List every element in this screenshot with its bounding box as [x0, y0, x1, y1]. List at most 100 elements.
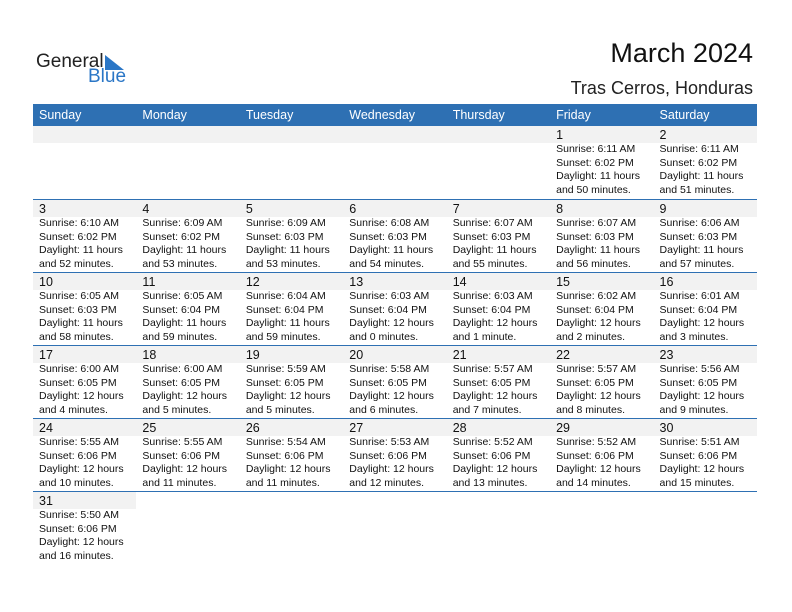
day-info: Sunrise: 6:00 AM Sunset: 6:05 PM Daylight:…	[136, 363, 239, 417]
day-cell: 19 Sunrise: 5:59 AM Sunset: 6:05 PM Dayligh…	[239, 346, 344, 418]
day-cell: 5 Sunrise: 6:09 AM Sunset: 6:03 PM Daylight…	[239, 200, 344, 272]
day-info: Sunrise: 5:54 AM Sunset: 6:06 PM Daylight:…	[240, 436, 343, 490]
sunset-text: Sunset: 6:02 PM	[39, 230, 117, 243]
empty-band	[136, 126, 240, 143]
logo: General Blue	[36, 51, 131, 91]
daylight2-text: and 50 minutes.	[556, 183, 631, 196]
daylight2-text: and 7 minutes.	[452, 403, 522, 416]
weekday-wednesday: Wednesday	[349, 108, 416, 122]
sunrise-text: Sunrise: 6:05 AM	[39, 290, 119, 302]
day-cell: 7 Sunrise: 6:07 AM Sunset: 6:03 PM Daylight…	[446, 200, 551, 272]
daylight2-text: and 12 minutes.	[349, 476, 424, 489]
sunrise-text: Sunrise: 6:08 AM	[349, 217, 430, 229]
day-number: 22	[550, 346, 654, 363]
weekday-header: Sunday Monday Tuesday Wednesday Thursday Frid…	[33, 104, 757, 126]
daylight1-text: Daylight: 12 hours	[142, 390, 228, 402]
weekday-friday: Friday	[556, 108, 591, 122]
day-number: 9	[653, 200, 757, 217]
location-subtitle: Tras Cerros, Honduras	[570, 78, 753, 98]
sunrise-text: Sunrise: 6:04 AM	[245, 290, 326, 302]
day-info: Sunrise: 6:08 AM Sunset: 6:03 PM Daylight:…	[343, 217, 446, 271]
weekday-tuesday: Tuesday	[245, 108, 294, 122]
day-info: Sunrise: 5:53 AM Sunset: 6:06 PM Daylight:…	[343, 436, 446, 490]
empty-cell	[343, 126, 447, 199]
day-number: 24	[33, 419, 137, 436]
day-number: 23	[653, 346, 757, 363]
empty-band	[239, 126, 344, 143]
day-info: Sunrise: 6:05 AM Sunset: 6:04 PM Daylight:…	[136, 290, 239, 344]
daylight1-text: Daylight: 11 hours	[245, 317, 330, 329]
daylight1-text: Daylight: 11 hours	[556, 170, 640, 182]
daylight1-text: Daylight: 12 hours	[556, 463, 641, 475]
day-cell: 24 Sunrise: 5:55 AM Sunset: 6:06 PM Dayligh…	[33, 419, 137, 491]
sunrise-text: Sunrise: 5:52 AM	[452, 436, 533, 448]
daylight2-text: and 14 minutes.	[556, 476, 631, 489]
day-number: 8	[550, 200, 654, 217]
day-number: 15	[550, 273, 654, 290]
sunrise-text: Sunrise: 6:09 AM	[142, 217, 223, 229]
daylight2-text: and 5 minutes.	[245, 403, 315, 416]
day-cell: 20 Sunrise: 5:58 AM Sunset: 6:05 PM Dayligh…	[343, 346, 447, 418]
day-cell: 1 Sunrise: 6:11 AM Sunset: 6:02 PM Daylight…	[550, 126, 654, 199]
day-info: Sunrise: 6:03 AM Sunset: 6:04 PM Daylight:…	[343, 290, 446, 344]
day-info: Sunrise: 5:58 AM Sunset: 6:05 PM Daylight:…	[343, 363, 446, 417]
day-cell: 18 Sunrise: 6:00 AM Sunset: 6:05 PM Dayligh…	[136, 346, 240, 418]
sunset-text: Sunset: 6:03 PM	[245, 230, 324, 243]
day-info: Sunrise: 6:11 AM Sunset: 6:02 PM Daylight:…	[654, 143, 757, 197]
sunset-text: Sunset: 6:06 PM	[556, 449, 634, 462]
calendar-body: 1 Sunrise: 6:11 AM Sunset: 6:02 PM Daylight…	[33, 126, 757, 564]
day-cell: 28 Sunrise: 5:52 AM Sunset: 6:06 PM Dayligh…	[446, 419, 551, 491]
daylight1-text: Daylight: 12 hours	[659, 390, 745, 402]
sunrise-text: Sunrise: 5:55 AM	[39, 436, 119, 448]
day-number: 12	[239, 273, 344, 290]
day-number: 16	[653, 273, 757, 290]
daylight2-text: and 56 minutes.	[556, 257, 631, 270]
day-number: 13	[343, 273, 447, 290]
empty-band	[343, 126, 447, 143]
daylight2-text: and 8 minutes.	[556, 403, 625, 416]
day-number: 11	[136, 273, 240, 290]
sunset-text: Sunset: 6:06 PM	[39, 449, 117, 462]
day-info: Sunrise: 5:52 AM Sunset: 6:06 PM Daylight:…	[550, 436, 653, 490]
week-row: 24 Sunrise: 5:55 AM Sunset: 6:06 PM Dayligh…	[33, 418, 757, 491]
day-number: 1	[550, 126, 654, 143]
day-info: Sunrise: 6:02 AM Sunset: 6:04 PM Daylight:…	[550, 290, 653, 344]
daylight2-text: and 54 minutes.	[349, 257, 424, 270]
sunrise-text: Sunrise: 6:02 AM	[556, 290, 637, 302]
day-info: Sunrise: 5:57 AM Sunset: 6:05 PM Daylight:…	[447, 363, 550, 417]
sunrise-text: Sunrise: 5:50 AM	[39, 509, 119, 521]
daylight1-text: Daylight: 12 hours	[245, 390, 331, 402]
day-info: Sunrise: 5:55 AM Sunset: 6:06 PM Daylight:…	[136, 436, 239, 490]
day-cell: 10 Sunrise: 6:05 AM Sunset: 6:03 PM Dayligh…	[33, 273, 137, 345]
day-cell: 14 Sunrise: 6:03 AM Sunset: 6:04 PM Dayligh…	[446, 273, 551, 345]
daylight2-text: and 10 minutes.	[39, 476, 114, 489]
day-number: 7	[446, 200, 551, 217]
daylight2-text: and 1 minute.	[452, 330, 517, 343]
day-info: Sunrise: 6:06 AM Sunset: 6:03 PM Daylight:…	[654, 217, 757, 271]
daylight1-text: Daylight: 11 hours	[245, 244, 330, 256]
empty-cell	[239, 126, 344, 199]
day-cell: 4 Sunrise: 6:09 AM Sunset: 6:02 PM Daylight…	[136, 200, 240, 272]
daylight1-text: Daylight: 11 hours	[349, 244, 434, 256]
logo-text-general: General	[36, 51, 104, 72]
sunrise-text: Sunrise: 6:07 AM	[452, 217, 533, 229]
daylight1-text: Daylight: 12 hours	[556, 317, 641, 329]
day-cell: 15 Sunrise: 6:02 AM Sunset: 6:04 PM Dayligh…	[550, 273, 654, 345]
day-number: 21	[446, 346, 551, 363]
day-info: Sunrise: 6:00 AM Sunset: 6:05 PM Daylight:…	[33, 363, 136, 417]
sunset-text: Sunset: 6:02 PM	[142, 230, 221, 243]
logo-text-blue: Blue	[88, 66, 127, 87]
day-info: Sunrise: 6:05 AM Sunset: 6:03 PM Daylight:…	[33, 290, 136, 344]
empty-band	[33, 126, 137, 143]
day-info: Sunrise: 5:57 AM Sunset: 6:05 PM Daylight:…	[550, 363, 653, 417]
sunrise-text: Sunrise: 6:11 AM	[659, 143, 739, 155]
day-cell: 2 Sunrise: 6:11 AM Sunset: 6:02 PM Daylight…	[653, 126, 757, 199]
day-cell: 13 Sunrise: 6:03 AM Sunset: 6:04 PM Dayligh…	[343, 273, 447, 345]
day-cell: 17 Sunrise: 6:00 AM Sunset: 6:05 PM Dayligh…	[33, 346, 137, 418]
calendar: Sunday Monday Tuesday Wednesday Thursday Frid…	[33, 104, 757, 564]
daylight2-text: and 4 minutes.	[39, 403, 108, 416]
week-row: 17 Sunrise: 6:00 AM Sunset: 6:05 PM Dayligh…	[33, 345, 757, 418]
day-cell: 6 Sunrise: 6:08 AM Sunset: 6:03 PM Daylight…	[343, 200, 447, 272]
sunrise-text: Sunrise: 5:53 AM	[349, 436, 430, 448]
day-info: Sunrise: 5:50 AM Sunset: 6:06 PM Daylight:…	[33, 509, 136, 563]
